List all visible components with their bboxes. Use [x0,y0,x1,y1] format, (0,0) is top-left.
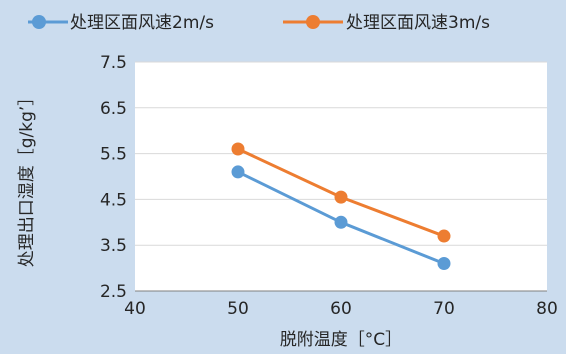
x-tick-label: 70 [433,299,455,319]
data-point-series-1 [437,257,451,271]
y-tick-label: 2.5 [100,282,127,302]
y-axis-ticks: 2.5 3.5 4.5 5.5 6.5 7.5 [100,53,127,302]
x-tick-label: 50 [227,299,249,319]
data-point-series-1 [231,165,245,179]
legend-item-series-2: 处理区面风速3m/s [283,13,490,33]
x-tick-label: 60 [330,299,352,319]
legend: 处理区面风速2m/s 处理区面风速3m/s [28,13,490,33]
x-axis-ticks: 40 50 60 70 80 [124,299,558,319]
x-tick-label: 40 [124,299,146,319]
y-tick-label: 7.5 [100,53,127,73]
x-tick-label: 80 [536,299,558,319]
y-tick-label: 3.5 [100,236,127,256]
y-tick-label: 5.5 [100,145,127,165]
plot-area [135,62,547,291]
legend-label-series-1: 处理区面风速2m/s [70,13,214,33]
data-point-series-2 [231,142,245,156]
legend-label-series-2: 处理区面风速3m/s [346,13,490,33]
series-layer [231,142,451,271]
data-point-series-2 [437,229,451,243]
y-axis-title: 处理出口湿度［g/kg’］ [17,89,37,268]
x-axis-title: 脱附温度［°C］ [280,330,402,350]
y-tick-label: 4.5 [100,190,127,210]
legend-marker-series-2 [306,15,320,29]
y-tick-label: 6.5 [100,99,127,119]
data-point-series-2 [334,190,348,204]
legend-marker-series-1 [32,15,46,29]
legend-item-series-1: 处理区面风速2m/s [28,13,214,33]
data-point-series-1 [334,215,348,229]
